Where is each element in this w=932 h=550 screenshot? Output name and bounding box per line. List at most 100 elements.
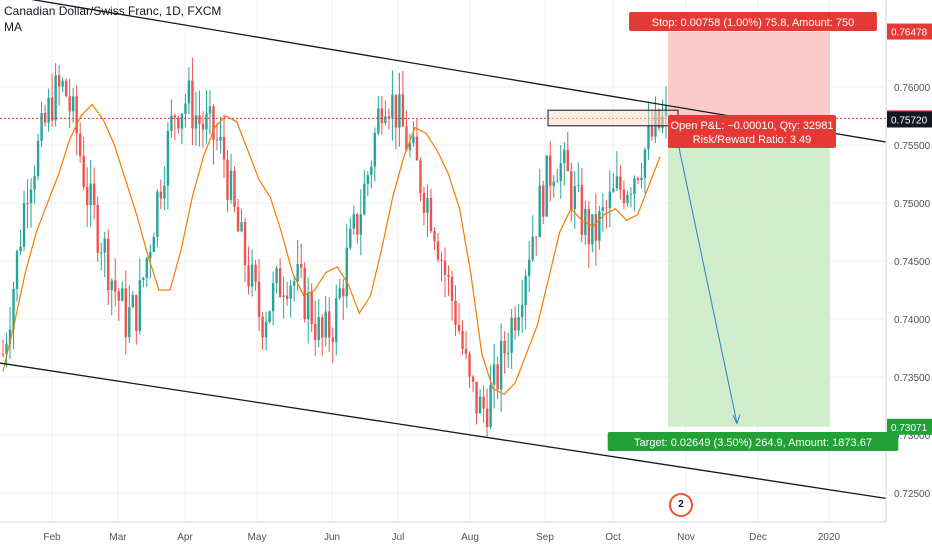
candle-body: [436, 241, 440, 260]
candle-body: [50, 97, 54, 121]
candle-body: [15, 251, 19, 289]
time-tick-label: May: [248, 532, 267, 543]
candle-body: [612, 188, 615, 192]
candle-body: [145, 258, 149, 278]
entry-rectangle: [547, 109, 679, 127]
lower-trendline: [0, 362, 905, 502]
candle-body: [335, 298, 338, 342]
ma-line: [2, 103, 661, 396]
symbol-title: Canadian Dollar/Swiss Franc, 1D, FXCM: [4, 4, 222, 18]
candle-body: [198, 115, 201, 124]
price-tick-label: 0.72500: [894, 489, 931, 500]
candle-body: [464, 349, 468, 355]
candle-body: [408, 143, 412, 150]
candle-body: [349, 228, 352, 248]
candle-body: [156, 191, 159, 237]
candle-body: [163, 185, 166, 199]
time-tick-label: Feb: [43, 532, 61, 543]
candle-body: [54, 75, 57, 121]
candle-body: [640, 177, 643, 181]
candle-body: [626, 194, 629, 204]
candle-body: [489, 384, 492, 428]
candle-body: [285, 295, 289, 299]
time-tick-label: 2020: [818, 532, 841, 543]
candle-body: [247, 265, 250, 287]
candle-body: [342, 288, 345, 297]
candle-body: [166, 130, 170, 186]
candle-body: [356, 214, 359, 235]
candle-body: [598, 210, 601, 241]
candle-body: [647, 125, 650, 150]
candle-body: [556, 181, 559, 183]
candle-body: [457, 325, 461, 332]
candle-body: [650, 125, 654, 137]
candle-body: [524, 275, 527, 306]
candle-body: [338, 288, 341, 299]
candle-body: [149, 251, 152, 259]
candle-body: [377, 108, 380, 134]
time-axis[interactable]: Feb Mar Apr May Jun Jul Aug Sep Oct Nov Dec 2020: [0, 521, 932, 550]
candle-body: [296, 264, 299, 282]
candle-body: [622, 189, 626, 204]
candle-body: [36, 140, 40, 177]
candle-body: [170, 115, 173, 131]
candle-body: [324, 311, 327, 338]
price-axis[interactable]: 0.76000 0.75500 0.75000 0.74500 0.74000 0.735…: [885, 0, 932, 550]
target-price-tag-bg: [887, 418, 932, 435]
candle-body: [594, 214, 598, 241]
candle-body: [496, 364, 499, 390]
candle-body: [587, 209, 591, 245]
candle-body: [370, 166, 373, 176]
candle-body: [96, 205, 99, 253]
candle-body: [194, 115, 198, 129]
candle-body: [180, 113, 184, 129]
candle-body: [159, 191, 163, 199]
candle-body: [85, 186, 89, 206]
indicator-label: MA: [4, 20, 22, 34]
price-tick-label: 0.73500: [894, 373, 931, 384]
candle-body: [173, 115, 177, 118]
target-zone: [668, 118, 830, 427]
candle-body: [61, 80, 64, 87]
stop-label: Stop: 0.00758 (1.00%) 75.8, Amount: 750: [652, 17, 854, 29]
target-price-tag: 0.73071: [891, 423, 928, 434]
candle-body: [142, 277, 145, 281]
candle-body: [47, 97, 50, 123]
candle-body: [492, 364, 496, 385]
candle-body: [499, 340, 503, 390]
candle-body: [278, 268, 282, 297]
candle-body: [208, 106, 212, 114]
candle-body: [233, 170, 236, 208]
candle-body: [306, 292, 310, 320]
time-tick-label: Apr: [177, 532, 193, 543]
candle-body: [282, 295, 285, 297]
candle-body: [577, 185, 580, 187]
price-tick-label: 0.75000: [894, 199, 931, 210]
candle-body: [401, 94, 405, 127]
trade-labels: Stop: 0.00758 (1.00%) 75.8, Amount: 750 T…: [607, 12, 899, 451]
candle-body: [152, 236, 156, 252]
candle-body: [275, 268, 278, 284]
candle-body: [513, 317, 517, 331]
candle-body: [114, 280, 117, 292]
candle-body: [422, 193, 426, 213]
candle-body: [317, 317, 320, 341]
candle-body: [328, 311, 331, 338]
candle-body: [29, 189, 33, 204]
projection-arrow: [675, 133, 741, 425]
time-tick-label: Jun: [324, 532, 340, 543]
stop-label-bg: [629, 12, 877, 31]
candle-body: [384, 116, 387, 124]
candle-body: [26, 203, 29, 205]
candle-body: [107, 238, 110, 291]
candle-body: [405, 126, 408, 150]
tradingview-logo-icon[interactable]: 2: [669, 493, 693, 517]
candle-body: [229, 170, 233, 200]
candle-body: [520, 305, 524, 318]
candle-body: [292, 281, 296, 286]
candle-body: [40, 113, 43, 141]
candle-body: [475, 381, 478, 414]
candle-body: [549, 155, 552, 186]
candle-body: [538, 185, 541, 238]
